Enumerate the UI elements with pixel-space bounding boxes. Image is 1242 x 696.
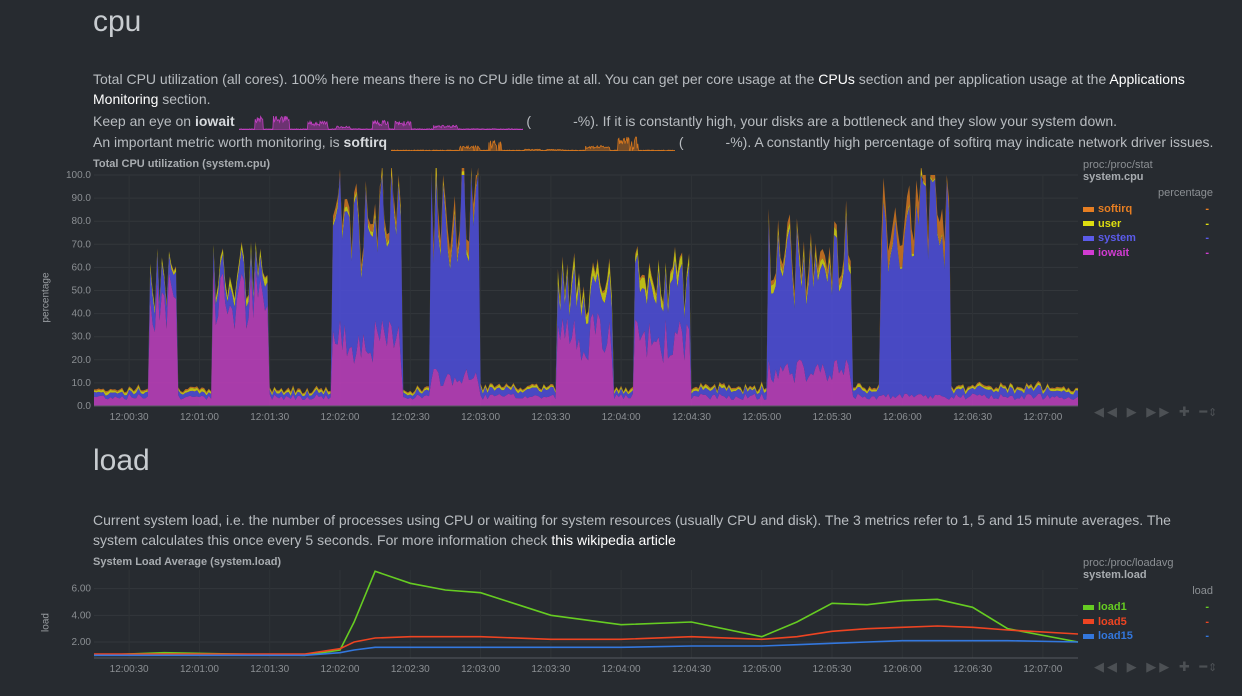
cpu-x-tick-label: 12:06:00 (883, 412, 922, 423)
cpu-x-tick-label: 12:01:30 (250, 412, 289, 423)
cpu-y-tick-label: 0.0 (77, 401, 91, 412)
cpu-y-tick-label: 20.0 (72, 355, 92, 366)
cpu-x-tick-label: 12:05:30 (813, 412, 852, 423)
cpu-y-tick-label: 100.0 (66, 170, 91, 181)
load-x-tick-label: 12:05:00 (742, 664, 781, 675)
softirq-sparkline-area (390, 136, 675, 152)
cpu-y-tick-label: 80.0 (72, 216, 92, 227)
load-legend-context: proc:/proc/loadavg (1083, 557, 1174, 569)
iowait-sparkline-area (238, 115, 523, 131)
load-legend: proc:/proc/loadavg system.load load load… (1083, 557, 1213, 645)
cpu-legend-units: percentage (1157, 187, 1213, 199)
cpu-x-tick-label: 12:06:30 (953, 412, 992, 423)
load-y-tick-label: 4.00 (72, 610, 92, 621)
cpu-section-title: cpu (93, 5, 142, 38)
cpu-y-tick-label: 30.0 (72, 332, 92, 343)
cpu-x-tick-label: 12:04:00 (602, 412, 641, 423)
legend-item-load5[interactable]: load5- (1083, 616, 1213, 631)
cpu-x-tick-label: 12:05:00 (742, 412, 781, 423)
load-description: Current system load, i.e. the number of … (93, 512, 1171, 548)
load-chart-title: System Load Average (system.load) (93, 556, 282, 568)
iowait-label: iowait (194, 113, 235, 129)
load-x-tick-label: 12:01:30 (250, 664, 289, 675)
load-section-title: load (93, 444, 150, 477)
load-series-load1 (93, 570, 1079, 657)
wikipedia-link[interactable]: this wikipedia article (551, 532, 676, 548)
legend-item-user[interactable]: user - (1083, 218, 1213, 233)
cpu-legend: proc:/proc/stat system.cpu percentage so… (1083, 159, 1213, 261)
legend-item-load1[interactable]: load1- (1083, 601, 1213, 616)
load-x-tick-label: 12:03:30 (531, 664, 570, 675)
load-x-tick-label: 12:01:00 (180, 664, 219, 675)
load-legend-units: load (1192, 585, 1213, 597)
cpu-y-tick-label: 50.0 (72, 286, 92, 297)
cpu-x-tick-label: 12:07:00 (1023, 412, 1062, 423)
cpus-link[interactable]: CPUs (818, 71, 855, 87)
cpu-y-tick-label: 60.0 (72, 262, 92, 273)
legend-item-system[interactable]: system - (1083, 232, 1213, 247)
load-chart-resize-handle[interactable]: ⇕ (1208, 662, 1218, 674)
load-x-tick-label: 12:07:00 (1023, 664, 1062, 675)
cpu-series-system (94, 175, 1078, 400)
cpu-chart[interactable]: 0.0 10.0 20.0 30.0 40.0 50.0 60.0 70.0 80.0 90.0 1… (40, 168, 1080, 426)
cpu-chart-resize-handle[interactable]: ⇕ (1208, 407, 1218, 419)
cpu-description: Total CPU utilization (all cores). 100% … (93, 71, 1185, 107)
load-x-tick-label: 12:04:00 (602, 664, 641, 675)
cpu-x-tick-label: 12:03:30 (531, 412, 570, 423)
load-chart-toolbar[interactable]: ◀◀ ▶ ▶▶ ✚ ━ (1094, 659, 1211, 674)
legend-item-softirq[interactable]: softirq - (1083, 203, 1213, 218)
load-x-tick-label: 12:06:30 (953, 664, 992, 675)
cpu-y-tick-label: 90.0 (72, 193, 92, 204)
cpu-x-tick-label: 12:02:00 (321, 412, 360, 423)
cpu-x-tick-label: 12:01:00 (180, 412, 219, 423)
cpu-y-tick-label: 10.0 (72, 378, 92, 389)
applications-monitoring-link[interactable]: Applications Monitoring (93, 71, 1185, 107)
load-y-tick-label: 6.00 (72, 584, 92, 595)
load-x-tick-label: 12:02:30 (391, 664, 430, 675)
load-chart[interactable]: 2.00 4.00 6.00 12:00:30 12:01:00 12:01:30 12:0… (40, 566, 1080, 682)
cpu-chart-toolbar[interactable]: ◀◀ ▶ ▶▶ ✚ ━ (1094, 404, 1211, 419)
load-legend-chart-id: system.load (1083, 569, 1147, 581)
cpu-series-iowait (94, 268, 1078, 406)
legend-item-load15[interactable]: load15- (1083, 630, 1213, 645)
cpu-x-tick-label: 12:02:30 (391, 412, 430, 423)
cpu-x-tick-label: 12:00:30 (110, 412, 149, 423)
load-x-tick-label: 12:06:00 (883, 664, 922, 675)
legend-item-iowait[interactable]: iowait - (1083, 247, 1213, 262)
load-x-tick-label: 12:00:30 (110, 664, 149, 675)
load-x-tick-label: 12:03:00 (461, 664, 500, 675)
iowait-line: Keep an eye on iowait (-%). If it is con… (93, 113, 1118, 131)
softirq-line: An important metric worth monitoring, is… (93, 132, 1218, 152)
softirq-sparkline (390, 136, 675, 152)
load-x-tick-label: 12:04:30 (672, 664, 711, 675)
softirq-label: softirq (343, 134, 388, 150)
load-x-tick-label: 12:02:00 (321, 664, 360, 675)
load-series-load15 (94, 639, 1079, 657)
load-x-tick-label: 12:05:30 (813, 664, 852, 675)
cpu-x-tick-label: 12:04:30 (672, 412, 711, 423)
cpu-legend-chart-id: system.cpu (1083, 171, 1144, 183)
load-y-tick-label: 2.00 (72, 637, 92, 648)
load-series-load5 (94, 625, 1079, 655)
cpu-legend-context: proc:/proc/stat (1083, 159, 1153, 171)
cpu-y-tick-label: 70.0 (72, 239, 92, 250)
iowait-sparkline (238, 115, 523, 131)
cpu-chart-title: Total CPU utilization (system.cpu) (93, 158, 271, 170)
cpu-x-tick-label: 12:03:00 (461, 412, 500, 423)
cpu-y-tick-label: 40.0 (72, 309, 92, 320)
